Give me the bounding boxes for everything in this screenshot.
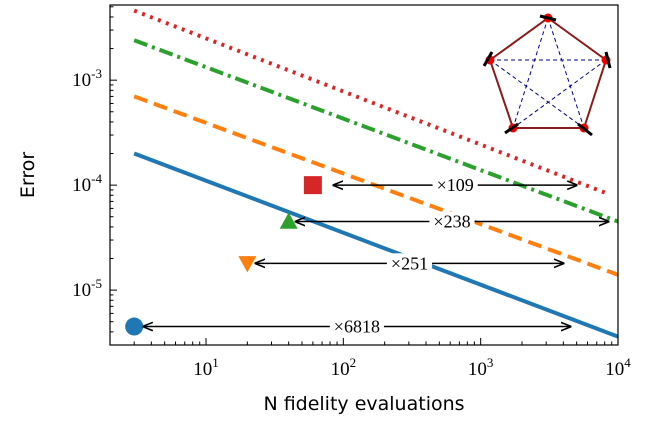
tick-label: 10-4	[72, 171, 102, 196]
tick-base: 10	[468, 359, 487, 380]
marker	[303, 176, 322, 195]
tick-base: 10	[331, 359, 350, 380]
tick-label: 10-5	[72, 276, 102, 301]
annotation-label: ×109	[437, 175, 474, 195]
tick-exp: 2	[350, 355, 357, 370]
tick-exp: 3	[487, 355, 494, 370]
annotation-label: ×6818	[334, 317, 380, 337]
series-line	[133, 8, 606, 195]
x-axis-label: N fidelity evaluations	[263, 393, 464, 415]
tick-base: 10	[72, 70, 91, 91]
tick-label: 102	[331, 355, 357, 380]
tick-exp: -5	[91, 276, 102, 291]
tick-base: 10	[72, 280, 91, 301]
annotation-bg	[386, 253, 433, 274]
marker	[125, 317, 144, 336]
annotation-label: ×251	[391, 253, 428, 273]
tick-base: 10	[605, 359, 624, 380]
tick-label: 101	[193, 355, 219, 380]
annotation-label: ×238	[433, 212, 470, 232]
annotation-bg	[432, 175, 478, 196]
y-axis-label: Error	[17, 152, 39, 199]
series-line	[133, 151, 618, 339]
annotation-bg	[329, 316, 384, 337]
tick-exp: 1	[212, 355, 219, 370]
marker	[279, 212, 298, 229]
marker	[238, 256, 257, 273]
series-line	[133, 38, 618, 224]
plot-frame	[109, 4, 619, 346]
tick-label: 103	[468, 355, 494, 380]
tick-label: 10-3	[72, 66, 102, 91]
tick-exp: 4	[624, 355, 631, 370]
tick-label: 104	[605, 355, 631, 380]
tick-base: 10	[72, 175, 91, 196]
tick-exp: -4	[91, 171, 102, 186]
tick-base: 10	[193, 359, 212, 380]
tick-exp: -3	[91, 66, 102, 81]
annotation-bg	[429, 211, 475, 232]
graph-inset	[482, 13, 612, 137]
